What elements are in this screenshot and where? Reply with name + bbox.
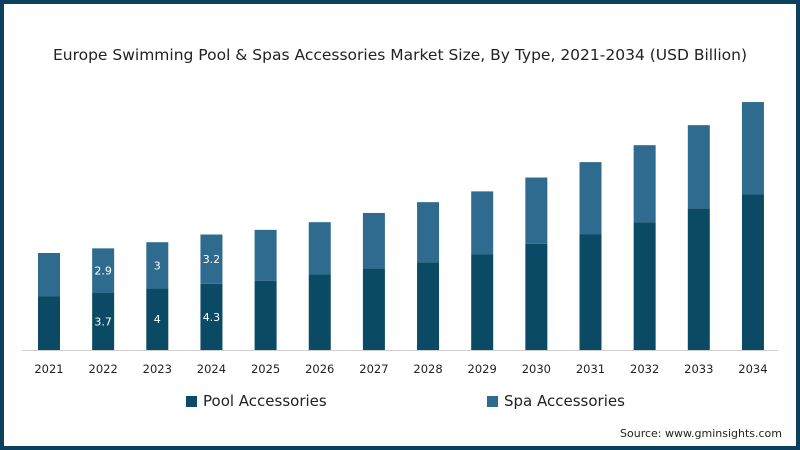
data-label-pool-2024: 4.3: [203, 311, 221, 324]
legend-label-pool: Pool Accessories: [203, 392, 327, 410]
bar-spa-2022: [92, 248, 115, 294]
bar-spa-2024: [200, 234, 223, 284]
bar-pool-2028: [417, 262, 440, 350]
bar-spa-2028: [417, 202, 440, 263]
bar-pool-2031: [579, 234, 602, 350]
x-tick-label-2024: 2024: [197, 362, 226, 376]
legend-label-spa: Spa Accessories: [504, 392, 625, 410]
bar-pool-2023: [146, 288, 169, 350]
data-label-spa-2022: 2.9: [94, 265, 112, 278]
bar-pool-2022: [92, 293, 115, 350]
x-tick-label-2022: 2022: [89, 362, 118, 376]
bar-pool-2027: [362, 268, 385, 350]
x-tick-label-2029: 2029: [468, 362, 497, 376]
x-tick-label-2023: 2023: [143, 362, 172, 376]
bar-pool-2032: [633, 222, 656, 350]
x-tick-label-2028: 2028: [413, 362, 442, 376]
data-label-pool-2023: 4: [154, 313, 161, 326]
bar-pool-2029: [471, 254, 494, 350]
bar-pool-2034: [741, 194, 764, 350]
bar-pool-2026: [308, 274, 331, 350]
x-tick-label-2026: 2026: [305, 362, 334, 376]
x-tick-label-2033: 2033: [684, 362, 713, 376]
x-tick-label-2034: 2034: [738, 362, 767, 376]
source-note: Source: www.gminsights.com: [620, 427, 782, 440]
bar-pool-2021: [38, 296, 60, 350]
legend-swatch-pool: [186, 395, 197, 407]
x-tick-label-2032: 2032: [630, 362, 659, 376]
bar-pool-2025: [254, 280, 277, 350]
data-label-spa-2023: 3: [154, 259, 161, 272]
legend-item-pool: Pool Accessories: [186, 392, 327, 410]
bar-pool-2024: [200, 283, 223, 350]
x-tick-label-2031: 2031: [576, 362, 605, 376]
legend-item-spa: Spa Accessories: [487, 392, 625, 410]
x-tick-label-2021: 2021: [34, 362, 63, 376]
bar-pool-2030: [525, 243, 548, 350]
bar-spa-2025: [254, 229, 277, 281]
data-label-spa-2024: 3.2: [203, 253, 221, 266]
data-label-pool-2022: 3.7: [94, 316, 112, 329]
bar-spa-2034: [741, 102, 764, 195]
bar-spa-2023: [146, 242, 169, 289]
bar-spa-2031: [579, 162, 602, 235]
legend-swatch-spa: [487, 395, 498, 407]
x-tick-label-2030: 2030: [522, 362, 551, 376]
bar-spa-2027: [362, 212, 385, 269]
bar-spa-2021: [38, 252, 60, 297]
bar-spa-2032: [633, 145, 656, 223]
bar-spa-2026: [308, 222, 331, 275]
x-tick-label-2027: 2027: [359, 362, 388, 376]
chart-title: Europe Swimming Pool & Spas Accessories …: [52, 46, 748, 64]
bar-spa-2030: [525, 177, 548, 244]
x-tick-label-2025: 2025: [251, 362, 280, 376]
bar-spa-2033: [687, 125, 710, 209]
bar-pool-2033: [687, 208, 710, 350]
bar-spa-2029: [471, 191, 494, 255]
